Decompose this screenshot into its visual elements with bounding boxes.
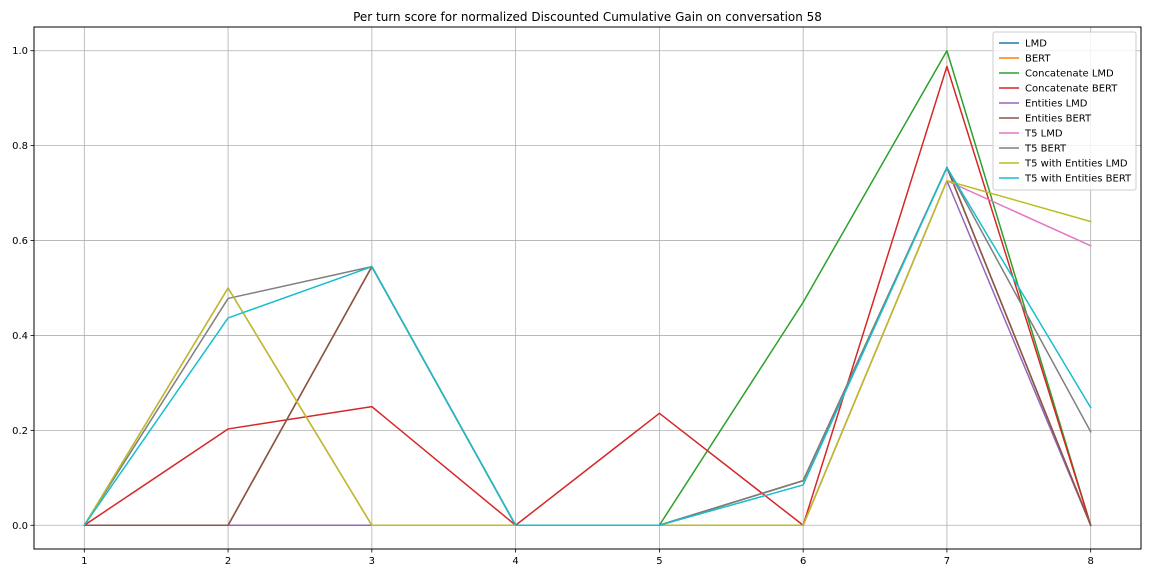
series-line-t5-bert [83,166,1092,527]
series-line-t5-with-entities-lmd [83,180,1092,527]
x-tick-label: 4 [512,556,518,567]
legend-label: T5 with Entities BERT [1024,174,1132,185]
x-tick-label: 3 [369,556,375,567]
series-line-concatenate-bert [83,65,1092,527]
series-line-entities-lmd [83,180,1092,527]
legend-label: Concatenate LMD [1025,69,1114,80]
x-tick-label: 1 [81,556,87,567]
series-line-entities-bert [83,166,1092,527]
series-line-t5-with-entities-bert [83,166,1092,527]
series-lines [83,49,1092,527]
y-tick-label: 0.6 [12,236,28,247]
legend-label: LMD [1025,39,1047,50]
y-tick-label: 0.4 [12,331,28,342]
series-line-bert [83,166,1092,527]
legend-label: T5 with Entities LMD [1024,159,1128,170]
grid-lines [34,27,1141,549]
legend-label: Concatenate BERT [1025,84,1118,95]
y-tick-label: 0.2 [12,426,28,437]
legend-label: T5 LMD [1024,129,1063,140]
y-tick-label: 1.0 [12,46,28,57]
y-axis-ticks: 0.0 0.2 0.4 0.6 0.8 1.0 [12,46,34,532]
legend-label: T5 BERT [1024,144,1067,155]
series-line-concatenate-lmd [83,49,1092,527]
y-tick-label: 0.8 [12,141,28,152]
x-tick-label: 6 [800,556,806,567]
x-tick-label: 2 [225,556,231,567]
x-axis-ticks: 1 2 3 4 5 6 7 8 [81,549,1094,567]
x-tick-label: 5 [656,556,662,567]
x-tick-label: 8 [1087,556,1093,567]
legend-label: Entities LMD [1025,99,1088,110]
legend-label: BERT [1025,54,1051,65]
legend: LMD BERT Concatenate LMD Concatenate BERT En… [992,31,1137,191]
legend-label: Entities BERT [1025,114,1092,125]
y-tick-label: 0.0 [12,521,28,532]
series-line-lmd [83,166,1092,527]
chart-title: Per turn score for normalized Discounted… [353,10,822,24]
x-tick-label: 7 [944,556,950,567]
legend-box [992,31,1137,191]
series-line-t5-lmd [83,180,1092,527]
plot-frame [33,26,1142,550]
